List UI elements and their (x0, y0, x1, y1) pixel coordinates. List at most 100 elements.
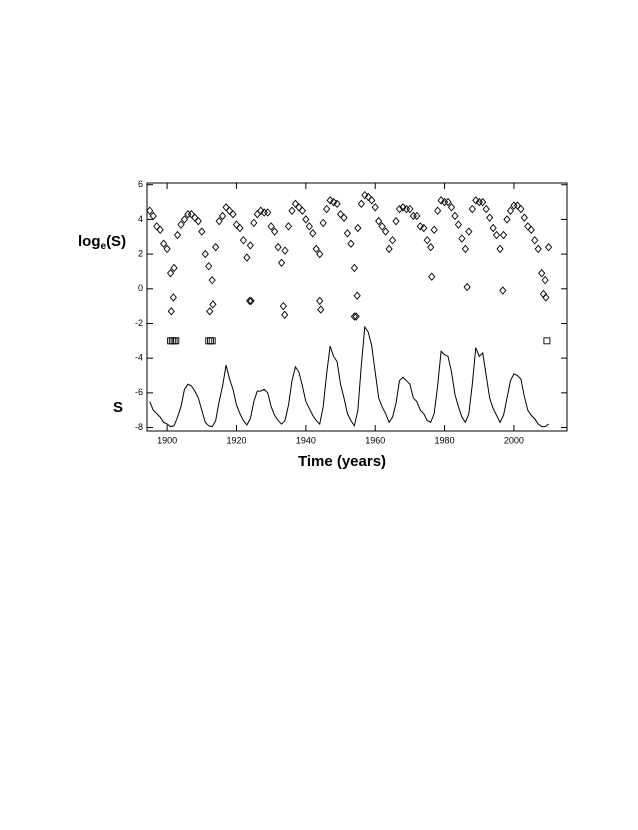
diamond-marker (333, 199, 341, 209)
diamond-marker (520, 213, 528, 222)
diamond-marker (371, 203, 379, 212)
diamond-marker (375, 216, 383, 226)
y-tick-label: 4 (138, 214, 143, 224)
diamond-marker (209, 300, 217, 309)
diamond-marker (219, 211, 227, 221)
square-marker (208, 337, 216, 345)
diamond-marker (503, 215, 511, 224)
square-marker (172, 337, 180, 345)
diamond-marker (479, 197, 487, 207)
x-tick-label: 1980 (435, 435, 455, 445)
diamond-marker (437, 196, 445, 205)
diamond-marker (428, 272, 436, 281)
diamond-marker (493, 230, 501, 240)
diamond-marker (173, 230, 182, 240)
diamond-marker (472, 196, 480, 205)
diamond-marker (326, 196, 334, 205)
diamond-marker (538, 268, 546, 278)
diamond-marker (170, 263, 178, 273)
diamond-marker (305, 222, 313, 231)
diamond-marker (482, 204, 490, 214)
diamond-marker (461, 244, 469, 254)
diamond-marker (454, 220, 463, 229)
diamond-marker (309, 229, 317, 238)
diamond-marker (198, 227, 206, 236)
diamond-marker (486, 213, 494, 222)
diamond-marker (177, 220, 185, 229)
diamond-marker (257, 206, 265, 215)
diamond-marker (451, 211, 459, 221)
diamond-marker (534, 244, 542, 254)
diamond-marker (180, 215, 189, 224)
diamond-marker (347, 239, 355, 248)
plot-frame (146, 182, 568, 432)
x-tick-label: 1900 (157, 435, 177, 445)
diamond-marker (323, 204, 331, 214)
diamond-marker (206, 307, 214, 316)
diamond-marker (274, 242, 282, 252)
diamond-marker (368, 196, 376, 205)
y-tick-label: 0 (138, 283, 143, 293)
x-tick-label: 2000 (504, 435, 524, 445)
diamond-marker (430, 225, 438, 235)
x-tick-label: 1960 (365, 435, 385, 445)
diamond-marker (277, 258, 286, 267)
diamond-marker (160, 239, 168, 248)
diamond-marker (353, 291, 361, 300)
x-tick-label: 1920 (226, 435, 246, 445)
diamond-marker (527, 225, 535, 235)
diamond-marker (205, 262, 213, 271)
diamond-marker (354, 223, 362, 233)
diamond-marker (406, 204, 414, 214)
diamond-marker (229, 210, 237, 219)
diamond-marker (284, 222, 293, 231)
square-marker (543, 337, 551, 345)
diamond-marker (463, 282, 471, 292)
diamond-marker (531, 236, 539, 245)
diamond-marker (357, 199, 365, 209)
diamond-marker (281, 246, 289, 255)
x-axis-label: Time (years) (298, 453, 386, 470)
diamond-marker (541, 275, 549, 285)
diamond-marker (312, 244, 320, 254)
y-axis-label: loge(S) (78, 233, 126, 252)
diamond-marker (542, 293, 550, 302)
diamond-marker (413, 211, 421, 221)
diamond-marker (201, 249, 209, 259)
diamond-marker (281, 310, 289, 319)
y-axis-label-s: S (113, 399, 123, 416)
diamond-marker (392, 216, 400, 226)
diamond-marker (489, 223, 497, 233)
diamond-marker (427, 242, 435, 252)
diamond-marker (496, 244, 504, 254)
diamond-marker (279, 301, 287, 311)
diamond-marker (215, 216, 223, 226)
diamond-marker (163, 244, 171, 254)
diamond-marker (385, 244, 393, 254)
diamond-marker (167, 307, 175, 316)
diamond-marker (246, 296, 254, 306)
diamond-marker (329, 197, 338, 207)
diamond-marker (316, 249, 324, 259)
diamond-marker (434, 206, 442, 215)
diamond-marker (444, 197, 452, 207)
diamond-marker (343, 229, 352, 238)
diamond-marker (194, 216, 202, 226)
data-line (149, 325, 549, 428)
diamond-marker (146, 206, 154, 215)
diamond-marker (499, 230, 508, 240)
x-tick-label: 1940 (296, 435, 316, 445)
diamond-marker (319, 218, 327, 228)
y-tick-label: -8 (135, 422, 143, 432)
diamond-marker (267, 222, 275, 231)
diamond-marker (243, 253, 251, 262)
y-tick-label: -4 (135, 353, 143, 363)
diamond-marker (264, 208, 272, 217)
diamond-marker (340, 213, 348, 222)
diamond-marker (420, 223, 428, 233)
diamond-marker (388, 236, 397, 245)
diamond-marker (350, 263, 358, 273)
y-tick-label: -6 (135, 387, 143, 397)
